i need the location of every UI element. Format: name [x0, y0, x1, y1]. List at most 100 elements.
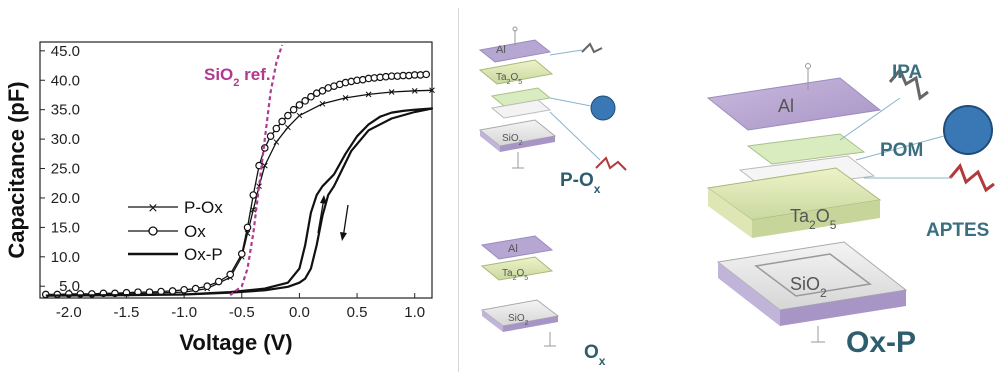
sweep-up-arrow — [317, 197, 325, 234]
legend-entry-p-ox: × P-Ox — [128, 198, 223, 217]
legend-label-ox: Ox — [184, 222, 206, 241]
legend-label-ox-p: Ox-P — [184, 245, 223, 264]
x-tick-label: 0.0 — [289, 304, 310, 321]
aptes-label: APTES — [926, 220, 989, 241]
y-tick-label: 10.0 — [51, 249, 80, 266]
sweep-down-arrow — [342, 204, 349, 239]
data-point-ox — [307, 92, 315, 101]
data-point-p-ox — [388, 89, 395, 95]
data-point-p-ox — [273, 139, 280, 145]
data-point-ox — [266, 132, 275, 140]
legend-label-p-ox: P-Ox — [184, 198, 223, 217]
data-point-ox — [318, 87, 327, 95]
y-tick-label: 25.0 — [51, 161, 80, 178]
y-tick-label: 35.0 — [51, 102, 80, 119]
device-p-ox: Al Ta2O5 SiO2 P-Ox — [478, 26, 627, 196]
panel-divider — [458, 8, 459, 372]
data-point-ox — [295, 101, 304, 109]
data-point-ox — [191, 284, 200, 293]
sio2-label: SiO2 — [502, 133, 523, 147]
substrate-side — [718, 262, 780, 326]
data-point-ox — [180, 285, 188, 294]
y-tick-label: 30.0 — [51, 131, 80, 148]
data-point-p-ox — [261, 162, 268, 169]
data-point-ox — [237, 250, 246, 258]
capacitance-voltage-chart: -2.0 -1.5 -1.0 -0.5 0.0 0.5 1.0 5.0 10.0 15.0 20.… — [4, 41, 435, 355]
data-point-ox — [168, 287, 177, 295]
ipa-label: IPA — [892, 62, 923, 83]
data-point-p-ox — [250, 206, 257, 213]
pom-molecule-icon — [590, 95, 616, 121]
al-layer — [478, 39, 552, 63]
y-axis-ticks: 5.0 10.0 15.0 20.0 25.0 30.0 35.0 40.0 45.0 — [40, 43, 80, 295]
contact-pad — [805, 63, 811, 69]
data-point-ox — [278, 117, 286, 126]
data-point-p-ox — [342, 95, 349, 101]
series-line-sio2-ref- — [229, 44, 284, 296]
al-label: Al — [508, 243, 518, 255]
data-point-ox — [41, 290, 50, 299]
pom-label: POM — [880, 140, 923, 161]
pom-pointer — [549, 97, 592, 107]
data-point-p-ox — [285, 124, 291, 131]
ipa-molecule-icon — [888, 67, 929, 101]
ta2o5-layer — [480, 256, 554, 281]
aptes-molecule-icon — [948, 163, 995, 193]
device-label-ox: Ox — [584, 342, 606, 368]
substrate-front — [503, 316, 558, 332]
ta2o5-layer — [478, 59, 554, 85]
data-point-ox — [243, 223, 252, 232]
y-tick-label: 5.0 — [59, 278, 80, 295]
ta2o5-side — [708, 188, 752, 238]
y-axis-label: Capacitance (pF) — [4, 81, 29, 258]
ipa-pointer — [549, 49, 583, 56]
data-point-ox — [301, 97, 309, 105]
series-line-ox-p — [45, 107, 434, 297]
x-axis-label: Voltage (V) — [179, 330, 292, 355]
legend-circle-marker — [148, 226, 158, 236]
data-point-ox — [284, 111, 292, 120]
x-tick-label: -1.5 — [114, 304, 140, 321]
data-point-p-ox — [319, 100, 326, 107]
sio2-ref-annotation: SiO2 ref. — [204, 65, 271, 89]
data-point-ox — [226, 270, 235, 279]
device-label-p-ox: P-Ox — [560, 170, 601, 196]
ipa-molecule-icon — [581, 42, 603, 54]
y-tick-label: 20.0 — [51, 190, 80, 207]
al-label: Al — [778, 96, 794, 116]
sweep-up-arrowhead — [320, 195, 327, 204]
data-point-p-ox — [365, 91, 372, 98]
ta2o5-label: Ta2O5 — [790, 206, 837, 232]
sio2-label: SiO2 — [790, 274, 827, 300]
contact-pad — [512, 26, 518, 32]
legend: × P-Ox Ox Ox-P — [128, 198, 223, 264]
y-tick-label: 15.0 — [51, 219, 80, 236]
legend-entry-ox: Ox — [128, 222, 206, 241]
substrate-side — [482, 310, 503, 332]
data-point-p-ox — [429, 87, 435, 94]
data-point-p-ox — [411, 87, 418, 94]
plot-frame — [39, 41, 433, 299]
x-tick-label: -0.5 — [229, 304, 255, 321]
substrate-front — [780, 290, 906, 326]
y-tick-label: 45.0 — [51, 43, 80, 60]
al-label: Al — [496, 44, 506, 56]
ta2o5-label: Ta2O5 — [502, 268, 528, 282]
legend-entry-ox-p: Ox-P — [128, 245, 223, 264]
data-point-ox — [289, 105, 298, 114]
data-point-ox — [422, 70, 431, 79]
pom-molecule-icon — [943, 105, 993, 155]
data-point-p-ox — [296, 112, 303, 119]
data-point-p-ox — [256, 183, 262, 190]
pom-layer — [746, 133, 866, 165]
data-point-ox — [249, 191, 258, 199]
sweep-down-arrowhead — [340, 232, 347, 241]
sio2-well — [754, 253, 872, 297]
aptes-layer — [490, 99, 552, 119]
sio2-label: SiO2 — [508, 313, 529, 327]
pom-pointer — [855, 135, 945, 161]
ta2o5-label: Ta2O5 — [496, 72, 522, 86]
legend-cross-marker: × — [148, 201, 159, 216]
al-layer — [706, 77, 882, 131]
y-tick-label: 40.0 — [51, 72, 80, 89]
